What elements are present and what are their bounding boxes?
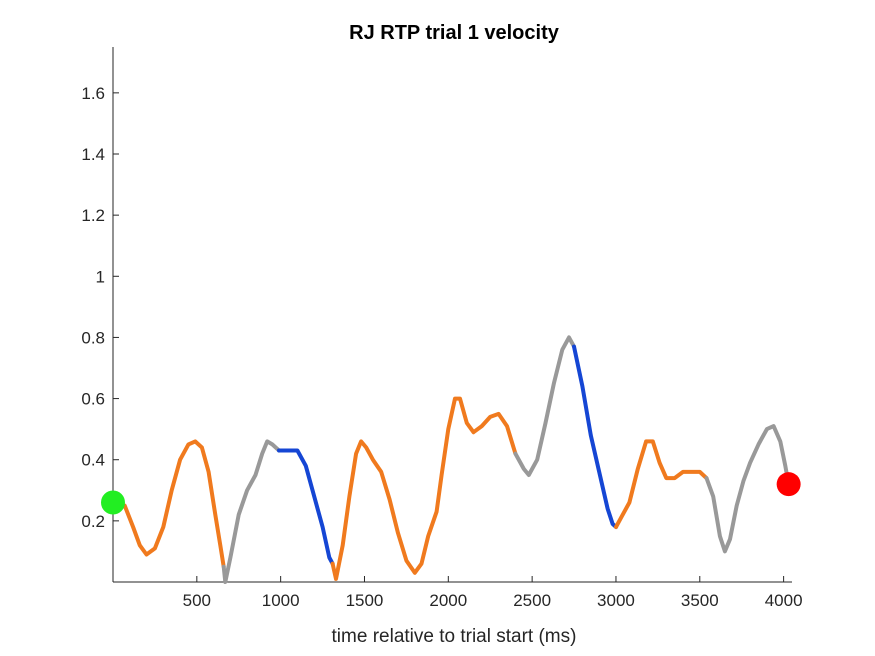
velocity-segment-orange — [614, 439, 709, 529]
x-tick-label: 2500 — [513, 591, 551, 610]
start-marker — [101, 490, 125, 515]
velocity-series — [111, 335, 791, 584]
velocity-segment-blue — [277, 448, 335, 566]
velocity-segment-orange — [330, 396, 518, 581]
velocity-segment-blue — [572, 344, 618, 529]
velocity-segment-gray — [704, 424, 791, 554]
x-ticks: 500 1000 1500 2000 2500 3000 3500 4000 — [183, 576, 803, 610]
x-tick-label: 1500 — [346, 591, 384, 610]
velocity-segment-gray — [513, 335, 576, 477]
y-tick-label: 0.6 — [81, 390, 105, 409]
y-tick-label: 0.8 — [81, 328, 105, 347]
y-tick-label: 1.2 — [81, 206, 105, 225]
chart-title: RJ RTP trial 1 velocity — [349, 22, 560, 44]
velocity-segment-gray — [221, 439, 281, 584]
x-tick-label: 3500 — [681, 591, 719, 610]
x-tick-label: 3000 — [597, 591, 635, 610]
velocity-segment-orange — [111, 439, 226, 569]
x-tick-label: 1000 — [262, 591, 300, 610]
markers — [101, 472, 801, 515]
y-tick-label: 1.4 — [81, 145, 105, 164]
y-tick-label: 0.2 — [81, 512, 105, 531]
end-marker — [776, 472, 801, 497]
y-ticks: 0.2 0.4 0.6 0.8 1 1.2 1.4 1.6 — [81, 84, 119, 531]
x-axis-label: time relative to trial start (ms) — [332, 626, 577, 647]
x-tick-label: 2000 — [429, 591, 467, 610]
y-tick-label: 0.4 — [81, 451, 105, 470]
y-tick-label: 1.6 — [81, 84, 105, 103]
y-tick-label: 1 — [96, 267, 105, 286]
x-tick-label: 500 — [183, 591, 211, 610]
x-tick-label: 4000 — [765, 591, 803, 610]
